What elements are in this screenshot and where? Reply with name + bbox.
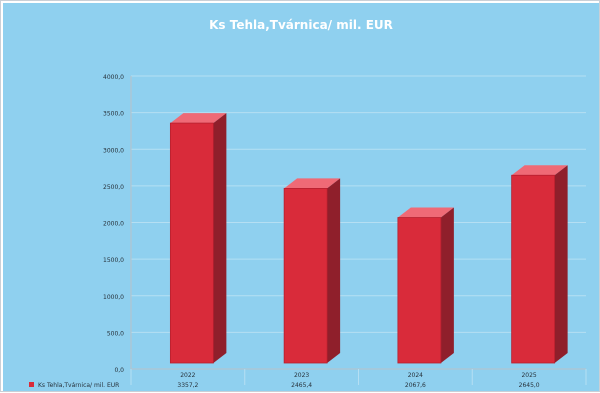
bar-side-face (213, 113, 227, 363)
bar (169, 122, 214, 364)
legend-label: Ks Tehla,Tvárnica/ mil. EUR (38, 382, 119, 389)
bar-side-face (327, 178, 341, 363)
category-label: 2025 (521, 372, 536, 379)
y-tick-label: 2500,0 (103, 184, 124, 191)
chart-title: Ks Tehla,Tvárnica/ mil. EUR (209, 18, 393, 32)
bar (397, 217, 442, 364)
bar-top-face (284, 178, 341, 189)
y-tick-label: 500,0 (107, 330, 124, 337)
bar (283, 188, 328, 364)
y-tick-label: 2000,0 (103, 221, 124, 228)
y-tick-label: 0,0 (114, 367, 124, 374)
bar-top-face (170, 113, 227, 124)
legend-swatch (29, 382, 34, 387)
category-label: 2023 (294, 372, 309, 379)
y-tick-label: 1000,0 (103, 294, 124, 301)
data-label: 2645,0 (519, 382, 540, 389)
bar-top-face (397, 207, 454, 218)
bar-side-face (440, 207, 454, 363)
bar-top-face (511, 165, 568, 176)
bar-side-face (554, 165, 568, 363)
data-label: 3357,2 (177, 382, 198, 389)
y-tick-label: 4000,0 (103, 74, 124, 81)
bar (511, 174, 556, 364)
y-tick-label: 3000,0 (103, 147, 124, 154)
axes (130, 76, 587, 385)
data-label: 2465,4 (291, 382, 312, 389)
category-label: 2024 (408, 372, 423, 379)
category-label: 2022 (180, 372, 195, 379)
y-tick-label: 3500,0 (103, 111, 124, 118)
y-tick-label: 1500,0 (103, 257, 124, 264)
data-label: 2067,6 (405, 382, 426, 389)
bars (169, 113, 568, 364)
labels: 0,0 500,0 1000,0 1500,0 2000,0 2500,0 3000,0 35… (29, 74, 540, 389)
